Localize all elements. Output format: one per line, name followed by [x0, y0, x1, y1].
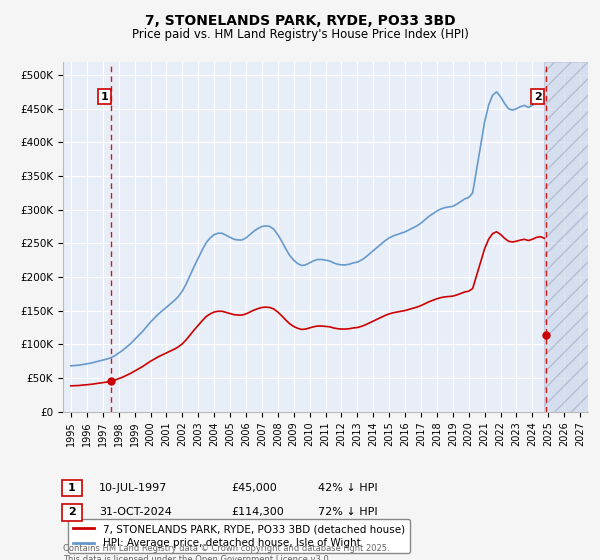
Text: Contains HM Land Registry data © Crown copyright and database right 2025.
This d: Contains HM Land Registry data © Crown c…	[63, 544, 389, 560]
Text: 1: 1	[68, 483, 76, 493]
Bar	[544, 62, 588, 412]
Text: 1: 1	[101, 92, 109, 101]
Text: 42% ↓ HPI: 42% ↓ HPI	[318, 483, 377, 493]
Legend: 7, STONELANDS PARK, RYDE, PO33 3BD (detached house), HPI: Average price, detache: 7, STONELANDS PARK, RYDE, PO33 3BD (deta…	[68, 519, 410, 553]
Text: 72% ↓ HPI: 72% ↓ HPI	[318, 507, 377, 517]
Text: 2: 2	[533, 92, 541, 101]
Text: £45,000: £45,000	[231, 483, 277, 493]
Text: Price paid vs. HM Land Registry's House Price Index (HPI): Price paid vs. HM Land Registry's House …	[131, 28, 469, 41]
Text: 7, STONELANDS PARK, RYDE, PO33 3BD: 7, STONELANDS PARK, RYDE, PO33 3BD	[145, 14, 455, 28]
Text: £114,300: £114,300	[231, 507, 284, 517]
Text: 2: 2	[68, 507, 76, 517]
Text: 31-OCT-2024: 31-OCT-2024	[99, 507, 172, 517]
Text: 10-JUL-1997: 10-JUL-1997	[99, 483, 167, 493]
